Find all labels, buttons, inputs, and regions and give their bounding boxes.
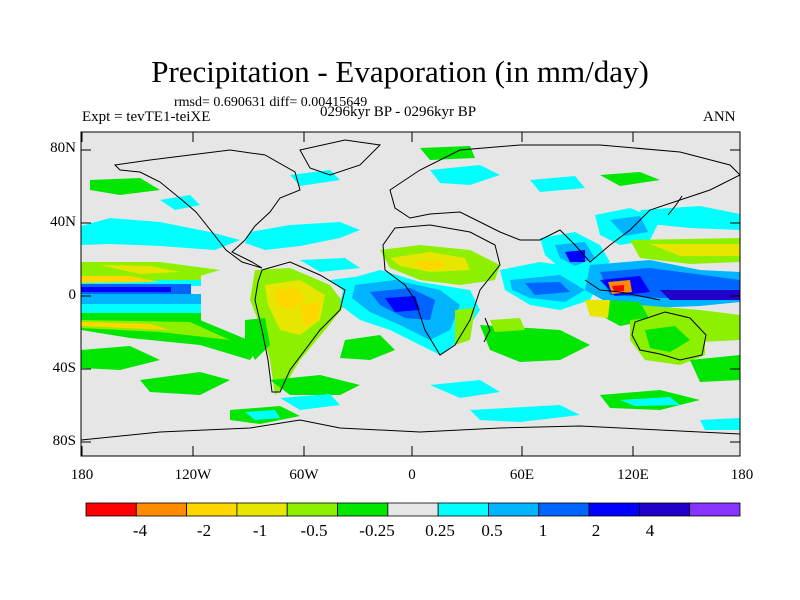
- colorbar-label: 2: [591, 521, 601, 540]
- x-tick-label-180w: 180: [70, 467, 94, 483]
- colorbar-box: [85, 502, 137, 517]
- colorbar-label: 0.25: [425, 521, 455, 540]
- colorbar-label: -0.5: [300, 521, 328, 540]
- colorbar-box: [186, 502, 238, 517]
- x-axis-ticks: [81, 132, 741, 456]
- x-tick-label-60e: 60E: [509, 467, 535, 483]
- colorbar-box: [588, 502, 640, 517]
- coastline-africa: [382, 224, 501, 356]
- colorbar-label: -0.25: [359, 521, 395, 540]
- colorbar-box: [236, 502, 288, 517]
- x-tick-label-60w: 60W: [289, 467, 319, 483]
- coastline-indonesia: [584, 279, 661, 301]
- y-tick-label-40s: 40S: [52, 360, 76, 376]
- colorbar-box: [387, 502, 439, 517]
- coastline-madagascar: [483, 317, 491, 343]
- colorbar-label: -2: [196, 521, 212, 540]
- y-tick-label-80s: 80S: [52, 433, 76, 449]
- y-tick-label-80n: 80N: [50, 140, 76, 156]
- midlatitude-cyan-patches: [81, 146, 740, 250]
- colorbar-label: -1: [252, 521, 268, 540]
- map-plot-area: [81, 132, 740, 456]
- africa-atlantic-region: [300, 245, 590, 362]
- stats-text: rmsd= 0.690631 diff= 0.00415649: [174, 95, 368, 110]
- experiment-label: Expt = tevTE1-teiXE: [82, 109, 211, 125]
- coastline-australia: [631, 311, 707, 361]
- colorbar-box: [437, 502, 489, 517]
- colorbar-label: 4: [645, 521, 655, 540]
- colorbar-label: 0.5: [481, 521, 503, 540]
- map-frame: [80, 131, 741, 457]
- colorbar-box: [538, 502, 590, 517]
- coastlines: [81, 139, 740, 441]
- y-tick-label-0: 0: [68, 287, 77, 303]
- coastline-antarctica: [81, 419, 740, 441]
- coastline-north-america: [113, 149, 301, 269]
- colorbar-label: 1: [538, 521, 548, 540]
- season-label: ANN: [703, 109, 736, 125]
- x-tick-label-0: 0: [408, 467, 416, 483]
- southern-ocean-region: [81, 346, 740, 430]
- y-tick-label-40n: 40N: [50, 214, 76, 230]
- x-tick-label-120e: 120E: [617, 467, 649, 483]
- colorbar: [85, 502, 741, 517]
- x-tick-label-180e: 180: [730, 467, 754, 483]
- x-tick-label-120w: 120W: [174, 467, 212, 483]
- colorbar-box: [337, 502, 389, 517]
- colorbar-box: [689, 502, 741, 517]
- colorbar-label: -4: [132, 521, 148, 540]
- colorbar-box: [286, 502, 338, 517]
- colorbar-box: [488, 502, 540, 517]
- period-label: 0296kyr BP - 0296kyr BP: [320, 104, 477, 120]
- coastline-south-america: [254, 261, 346, 393]
- colorbar-box: [135, 502, 188, 517]
- coastline-greenland: [299, 139, 382, 176]
- map-title: Precipitation - Evaporation (in mm/day): [151, 54, 649, 89]
- pacific-wet-band: [81, 262, 260, 360]
- y-axis-ticks: [81, 149, 740, 443]
- coastline-eurasia: [389, 144, 740, 263]
- australia-region: [630, 315, 705, 365]
- colorbar-box: [638, 502, 691, 517]
- coastline-japan: [667, 195, 683, 216]
